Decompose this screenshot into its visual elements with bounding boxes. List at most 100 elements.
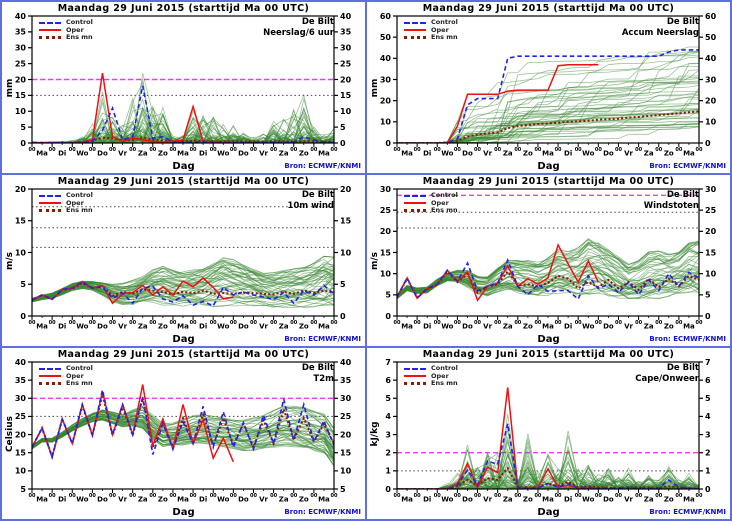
svg-text:00: 00 bbox=[655, 493, 662, 499]
svg-text:60: 60 bbox=[380, 12, 392, 21]
svg-text:0: 0 bbox=[705, 139, 711, 148]
svg-text:Zo: Zo bbox=[158, 323, 168, 331]
svg-text:00: 00 bbox=[49, 147, 56, 153]
svg-text:35: 35 bbox=[340, 28, 352, 37]
y-axis-label: mm bbox=[5, 78, 15, 97]
svg-text:0: 0 bbox=[385, 139, 391, 148]
svg-text:Vr: Vr bbox=[624, 323, 633, 331]
svg-text:Di: Di bbox=[423, 496, 431, 504]
svg-text:20: 20 bbox=[705, 96, 717, 105]
svg-text:Ma: Ma bbox=[318, 496, 330, 504]
svg-text:Wo: Wo bbox=[441, 323, 453, 331]
svg-text:Vr: Vr bbox=[259, 150, 268, 158]
svg-text:35: 35 bbox=[340, 376, 352, 385]
x-axis-label: Dag bbox=[537, 334, 560, 345]
svg-text:10: 10 bbox=[340, 467, 352, 476]
svg-text:00: 00 bbox=[555, 320, 562, 326]
svg-text:00: 00 bbox=[270, 493, 277, 499]
svg-text:00: 00 bbox=[595, 147, 602, 153]
oper-line-icon bbox=[39, 29, 61, 32]
svg-text:00: 00 bbox=[310, 493, 317, 499]
svg-text:00: 00 bbox=[474, 320, 481, 326]
svg-text:Za: Za bbox=[138, 150, 148, 158]
legend-item-control: Control bbox=[39, 18, 93, 27]
svg-text:0: 0 bbox=[340, 139, 346, 148]
panel-title: Maandag 29 Juni 2015 (starttijd Ma 00 UT… bbox=[57, 176, 310, 187]
svg-text:Wo: Wo bbox=[582, 323, 594, 331]
svg-text:00: 00 bbox=[635, 493, 642, 499]
svg-text:Di: Di bbox=[58, 150, 66, 158]
svg-text:00: 00 bbox=[534, 147, 541, 153]
ensmean-line-icon bbox=[404, 36, 426, 40]
svg-text:20: 20 bbox=[380, 96, 392, 105]
svg-text:30: 30 bbox=[340, 44, 352, 53]
svg-text:00: 00 bbox=[595, 493, 602, 499]
svg-text:00: 00 bbox=[210, 320, 217, 326]
svg-text:00: 00 bbox=[675, 147, 682, 153]
svg-text:7: 7 bbox=[705, 358, 711, 367]
svg-text:Wo: Wo bbox=[441, 496, 453, 504]
svg-text:00: 00 bbox=[414, 493, 421, 499]
svg-text:Zo: Zo bbox=[158, 150, 168, 158]
legend-label-oper: Oper bbox=[431, 25, 449, 34]
svg-text:Ma: Ma bbox=[318, 323, 330, 331]
legend-label-control: Control bbox=[66, 18, 93, 26]
svg-text:00: 00 bbox=[29, 320, 36, 326]
svg-text:00: 00 bbox=[230, 493, 237, 499]
svg-text:00: 00 bbox=[89, 147, 96, 153]
svg-text:Do: Do bbox=[603, 323, 614, 331]
legend-item-ensmean: Ens mn bbox=[39, 33, 93, 42]
station-block: De Bilt Windstoten bbox=[644, 190, 699, 212]
svg-text:00: 00 bbox=[310, 147, 317, 153]
svg-text:Do: Do bbox=[603, 150, 614, 158]
svg-text:10: 10 bbox=[340, 107, 352, 116]
svg-text:00: 00 bbox=[434, 147, 441, 153]
svg-text:7: 7 bbox=[385, 358, 391, 367]
svg-text:Zo: Zo bbox=[523, 496, 533, 504]
svg-text:Ma: Ma bbox=[401, 323, 413, 331]
legend-item-control: Control bbox=[404, 18, 458, 27]
svg-text:00: 00 bbox=[69, 147, 76, 153]
svg-text:00: 00 bbox=[494, 493, 501, 499]
svg-text:15: 15 bbox=[340, 91, 352, 100]
svg-text:Do: Do bbox=[238, 323, 249, 331]
svg-text:Ma: Ma bbox=[36, 496, 48, 504]
svg-text:00: 00 bbox=[250, 147, 257, 153]
svg-text:Za: Za bbox=[279, 496, 289, 504]
svg-text:Za: Za bbox=[644, 323, 654, 331]
svg-text:00: 00 bbox=[514, 320, 521, 326]
svg-text:00: 00 bbox=[169, 493, 176, 499]
svg-text:10: 10 bbox=[705, 269, 717, 278]
svg-text:Ma: Ma bbox=[542, 323, 554, 331]
svg-text:Di: Di bbox=[58, 496, 66, 504]
svg-text:00: 00 bbox=[675, 320, 682, 326]
svg-text:Ma: Ma bbox=[542, 496, 554, 504]
svg-text:30: 30 bbox=[380, 185, 392, 194]
svg-text:3: 3 bbox=[705, 430, 711, 439]
svg-text:10: 10 bbox=[340, 248, 352, 257]
svg-text:Ma: Ma bbox=[401, 496, 413, 504]
svg-text:10: 10 bbox=[380, 118, 392, 127]
svg-text:25: 25 bbox=[340, 59, 352, 68]
svg-text:00: 00 bbox=[434, 320, 441, 326]
station-block: De Bilt 10m wind bbox=[287, 190, 334, 212]
svg-text:Di: Di bbox=[199, 496, 207, 504]
svg-text:00: 00 bbox=[310, 320, 317, 326]
svg-text:00: 00 bbox=[494, 147, 501, 153]
svg-text:00: 00 bbox=[575, 147, 582, 153]
svg-text:25: 25 bbox=[705, 206, 717, 215]
svg-text:Di: Di bbox=[199, 150, 207, 158]
svg-text:00: 00 bbox=[129, 147, 136, 153]
svg-text:Vr: Vr bbox=[259, 496, 268, 504]
svg-text:0: 0 bbox=[705, 485, 711, 494]
svg-text:Vr: Vr bbox=[483, 496, 492, 504]
y-axis-label: kJ/kg bbox=[370, 420, 380, 447]
legend-label-control: Control bbox=[66, 364, 93, 372]
svg-text:Zo: Zo bbox=[523, 150, 533, 158]
svg-text:00: 00 bbox=[696, 147, 703, 153]
svg-text:5: 5 bbox=[705, 394, 711, 403]
svg-text:Za: Za bbox=[138, 496, 148, 504]
source-credit: Bron: ECMWF/KNMI bbox=[284, 508, 361, 516]
source-credit: Bron: ECMWF/KNMI bbox=[284, 162, 361, 170]
